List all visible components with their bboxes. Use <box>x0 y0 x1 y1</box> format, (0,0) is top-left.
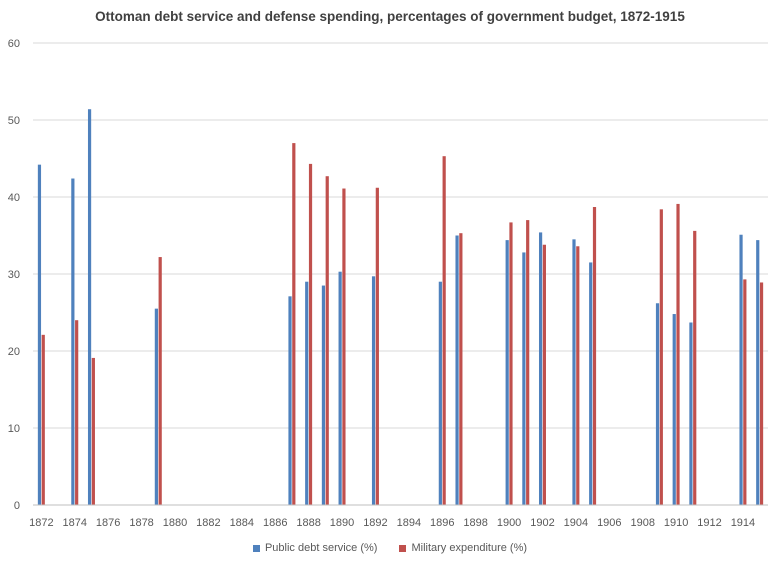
y-tick-label: 60 <box>8 38 20 50</box>
bar-military-1872 <box>41 334 45 505</box>
legend-item-military: Military expenditure (%) <box>399 542 527 554</box>
bar-debt-1914 <box>739 234 743 506</box>
x-tick-label: 1882 <box>196 517 220 529</box>
x-axis-ticks: 1872 1874 1876 1878 1880 1882 1884 1886 1888 1890… <box>29 517 755 529</box>
bar-military-1902 <box>542 244 546 506</box>
legend-label-debt: Public debt service (%) <box>264 542 378 554</box>
bar-military-1875 <box>91 357 95 505</box>
bar-military-1905 <box>592 207 597 505</box>
bar-debt-1879 <box>154 308 158 505</box>
bar-military-1901 <box>526 220 530 505</box>
bar-debt-1888 <box>305 281 309 505</box>
bar-debt-1905 <box>589 262 593 505</box>
x-tick-label: 1904 <box>564 517 588 529</box>
bar-military-1889 <box>325 176 329 505</box>
x-tick-label: 1876 <box>96 517 120 529</box>
x-tick-label: 1910 <box>664 517 688 529</box>
x-tick-label: 1872 <box>29 517 53 529</box>
bar-debt-1887 <box>288 296 292 505</box>
legend-label-military: Military expenditure (%) <box>411 542 528 554</box>
bar-military-1892 <box>375 187 379 505</box>
bar-military-1896 <box>442 156 446 505</box>
bar-military-1888 <box>308 163 313 505</box>
gridlines <box>33 42 768 429</box>
bar-debt-1896 <box>438 281 442 505</box>
bar-debt-1915 <box>756 240 760 505</box>
y-tick-label: 40 <box>8 192 20 204</box>
x-tick-label: 1908 <box>630 517 654 529</box>
bar-debt-1911 <box>689 322 693 505</box>
bar-military-1911 <box>693 230 697 505</box>
bar-military-1914 <box>743 279 747 505</box>
bar-debt-1909 <box>655 303 660 505</box>
x-tick-label: 1878 <box>129 517 153 529</box>
bar-military-1897 <box>459 233 463 505</box>
x-tick-label: 1886 <box>263 517 287 529</box>
bar-debt-1890 <box>338 271 342 505</box>
y-axis-ticks: 0 10 20 30 40 50 60 <box>8 38 20 512</box>
bar-military-1900 <box>509 222 513 505</box>
legend-item-debt: Public debt service (%) <box>252 542 378 554</box>
chart-title: Ottoman debt service and defense spendin… <box>95 9 685 24</box>
bar-debt-1889 <box>321 285 326 505</box>
x-tick-label: 1896 <box>430 517 454 529</box>
bar-debt-1872 <box>37 164 42 505</box>
bars <box>37 109 764 506</box>
bar-debt-1874 <box>71 178 75 505</box>
bar-military-1910 <box>676 203 680 505</box>
x-tick-label: 1894 <box>397 517 421 529</box>
x-tick-label: 1892 <box>363 517 387 529</box>
bar-military-1909 <box>659 209 663 505</box>
bar-military-1874 <box>75 320 79 505</box>
x-tick-label: 1874 <box>63 517 87 529</box>
bar-military-1887 <box>292 143 296 505</box>
x-tick-label: 1902 <box>530 517 554 529</box>
bar-debt-1897 <box>455 235 459 505</box>
legend-swatch-debt <box>252 544 260 552</box>
y-tick-label: 50 <box>8 115 20 127</box>
bar-military-1915 <box>759 282 764 505</box>
bar-military-1879 <box>158 257 162 505</box>
bar-debt-1910 <box>672 314 676 505</box>
bar-debt-1901 <box>522 252 526 505</box>
x-tick-label: 1880 <box>163 517 187 529</box>
bar-debt-1892 <box>371 276 376 505</box>
bar-military-1890 <box>342 188 346 505</box>
y-tick-label: 30 <box>8 269 20 281</box>
bar-debt-1904 <box>572 239 576 505</box>
y-tick-label: 20 <box>8 346 20 358</box>
x-tick-label: 1906 <box>597 517 621 529</box>
bar-debt-1902 <box>538 232 543 506</box>
bar-debt-1875 <box>87 109 92 505</box>
x-tick-label: 1884 <box>230 517 254 529</box>
y-tick-label: 10 <box>8 423 20 435</box>
bar-military-1904 <box>576 246 580 505</box>
x-tick-label: 1888 <box>296 517 320 529</box>
x-tick-label: 1914 <box>731 517 755 529</box>
x-tick-label: 1912 <box>697 517 721 529</box>
legend: Public debt service (%) Military expendi… <box>0 542 780 554</box>
legend-swatch-military <box>399 544 407 552</box>
x-tick-label: 1890 <box>330 517 354 529</box>
bar-debt-1900 <box>505 240 509 505</box>
x-tick-label: 1898 <box>463 517 487 529</box>
x-tick-label: 1900 <box>497 517 521 529</box>
y-tick-label: 0 <box>14 500 20 512</box>
